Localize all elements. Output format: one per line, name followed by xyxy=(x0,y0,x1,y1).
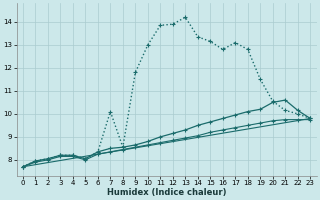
X-axis label: Humidex (Indice chaleur): Humidex (Indice chaleur) xyxy=(107,188,226,197)
